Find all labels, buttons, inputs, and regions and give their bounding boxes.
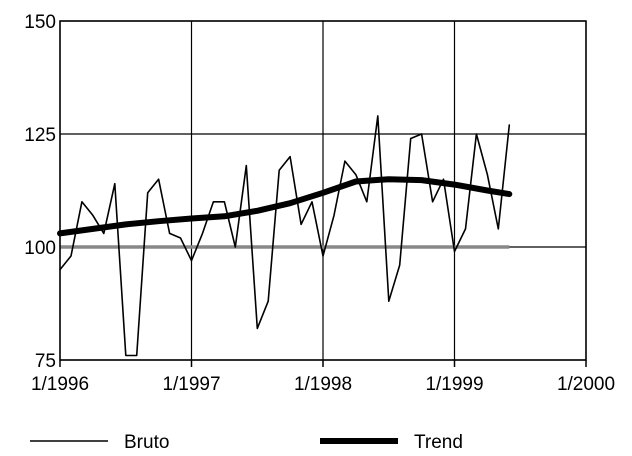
- y-tick-label: 150: [24, 12, 56, 33]
- legend: Bruto Trend: [30, 432, 463, 453]
- series-line-trend: [57, 176, 513, 237]
- legend-label-bruto: Bruto: [124, 432, 169, 453]
- y-axis-ticks: 150 125 100 75: [24, 12, 56, 372]
- x-axis-ticks: 1/1996 1/1997 1/1998 1/1999 1/2000: [31, 360, 615, 395]
- x-tick-label: 1/1997: [162, 374, 220, 395]
- x-tick-label: 1/2000: [557, 374, 615, 395]
- x-tick-label: 1/1999: [425, 374, 483, 395]
- y-tick-label: 75: [35, 351, 56, 372]
- legend-label-trend: Trend: [414, 432, 463, 453]
- series-line-bruto: [59, 115, 511, 357]
- x-tick-label: 1/1998: [294, 374, 352, 395]
- y-tick-label: 125: [24, 125, 56, 146]
- series-layer: [57, 115, 513, 357]
- x-tick-label: 1/1996: [31, 374, 89, 395]
- y-tick-label: 100: [24, 238, 56, 259]
